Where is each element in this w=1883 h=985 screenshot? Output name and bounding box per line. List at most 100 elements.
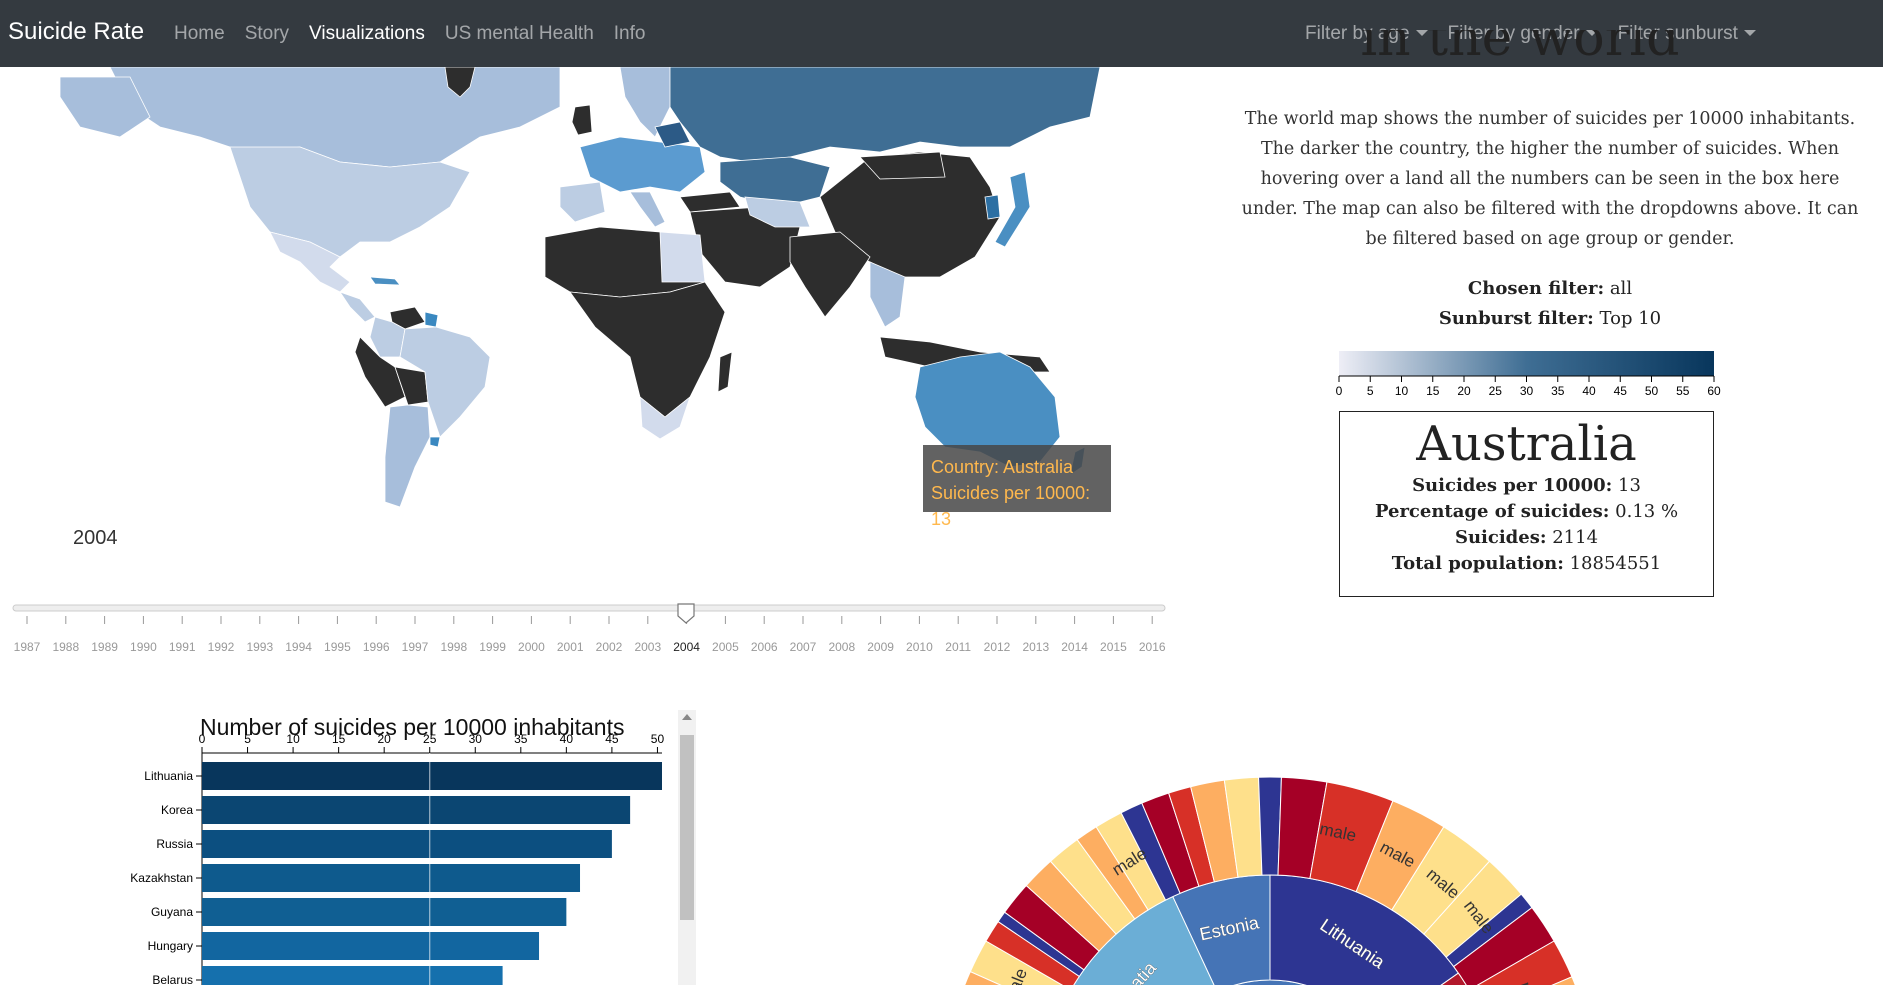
slider-tick-label[interactable]: 2010 — [906, 640, 933, 654]
slider-tick-label[interactable]: 2009 — [867, 640, 894, 654]
map-country-turkey[interactable] — [679, 191, 741, 213]
slider-tick-label[interactable]: 2007 — [790, 640, 817, 654]
slider-tick-label[interactable]: 2002 — [596, 640, 623, 654]
bar[interactable] — [202, 966, 503, 985]
map-country-uruguay[interactable] — [429, 436, 441, 448]
sunburst-outer-segment[interactable] — [1452, 906, 1555, 985]
filter-age-dropdown[interactable]: Filter by age — [1305, 23, 1428, 45]
slider-tick-label[interactable]: 1994 — [285, 640, 312, 654]
bar[interactable] — [202, 864, 581, 892]
slider-tick-label[interactable]: 1996 — [363, 640, 390, 654]
map-country-greenland[interactable] — [444, 67, 476, 98]
map-country-usa[interactable] — [229, 146, 471, 258]
bar-category-label: Hungary — [148, 939, 193, 953]
bar[interactable] — [202, 830, 612, 858]
sunburst-outer-segment[interactable] — [1482, 976, 1591, 985]
slider-tick-label[interactable]: 1988 — [52, 640, 79, 654]
map-country-western-europe[interactable] — [579, 136, 706, 193]
nav-home[interactable]: Home — [174, 23, 225, 44]
bar-category-label: Guyana — [151, 905, 193, 919]
map-country-south-africa[interactable] — [639, 395, 691, 440]
slider-tick-label[interactable]: 2000 — [518, 640, 545, 654]
slider-tick-label[interactable]: 2014 — [1061, 640, 1088, 654]
slider-tick-label[interactable]: 1998 — [440, 640, 467, 654]
bar-category-label: Korea — [161, 803, 193, 817]
legend-tick-label: 5 — [1367, 384, 1374, 398]
nav-info[interactable]: Info — [613, 23, 646, 44]
slider-tick-label[interactable]: 2004 — [673, 640, 700, 654]
sunburst-outer-segment[interactable] — [1258, 776, 1282, 876]
scroll-up-arrow-icon[interactable] — [682, 714, 692, 720]
nav-story[interactable]: Story — [244, 23, 290, 44]
bar-chart-scrollbar[interactable] — [678, 710, 696, 985]
slider-tick-label[interactable]: 2015 — [1100, 640, 1127, 654]
slider-tick-label[interactable]: 2001 — [557, 640, 584, 654]
bar[interactable] — [202, 932, 540, 960]
legend-tick-label: 60 — [1707, 384, 1721, 398]
map-country-alaska[interactable] — [59, 76, 151, 138]
bar-chart-svg: 0 5 10 15 20 25 30 35 40 45 50 Lithuania Korea Russia… — [130, 732, 664, 985]
slider-tick-label[interactable]: 2008 — [828, 640, 855, 654]
bar[interactable] — [202, 796, 631, 824]
filter-gender-dropdown[interactable]: Filter by gender — [1448, 23, 1598, 45]
map-country-argentina[interactable] — [384, 404, 431, 508]
slider-tick-label[interactable]: 2003 — [634, 640, 661, 654]
slider-tick-label[interactable]: 1993 — [246, 640, 273, 654]
year-slider[interactable]: 1987 1988 1989 1990 1991 1992 1993 1994 1995 1996… — [0, 596, 1180, 666]
map-country-scandinavia[interactable] — [619, 67, 681, 138]
slider-track[interactable] — [12, 604, 1166, 612]
slider-tick-label[interactable]: 2011 — [945, 640, 971, 654]
map-country-central-america[interactable] — [339, 291, 376, 323]
bar[interactable] — [202, 762, 662, 790]
slider-tick-label[interactable]: 2006 — [751, 640, 778, 654]
map-country-mexico[interactable] — [269, 231, 351, 293]
sunburst-outer-segment[interactable] — [969, 940, 1070, 985]
map-country-korea[interactable] — [984, 194, 1001, 220]
map-country-russia[interactable] — [669, 67, 1101, 163]
slider-tick-label[interactable]: 1997 — [402, 640, 429, 654]
slider-tick-label[interactable]: 2013 — [1022, 640, 1049, 654]
filter-sunburst-dropdown[interactable]: Filter sunburst — [1618, 23, 1756, 45]
nav-visualizations[interactable]: Visualizations — [309, 23, 425, 44]
map-country-iberia[interactable] — [559, 181, 606, 223]
slider-tick-label[interactable]: 1990 — [130, 640, 157, 654]
map-country-madagascar[interactable] — [717, 351, 733, 393]
slider-tick-label[interactable]: 2005 — [712, 640, 739, 654]
map-country-baltics[interactable] — [654, 121, 691, 148]
caret-down-icon — [1415, 30, 1428, 36]
map-country-japan[interactable] — [994, 171, 1031, 248]
map-country-egypt[interactable] — [659, 231, 706, 283]
slider-tick-label[interactable]: 1987 — [14, 640, 41, 654]
sunburst-outer-segment[interactable] — [1469, 940, 1573, 985]
map-country-uk[interactable] — [571, 104, 593, 136]
slider-tick-label[interactable]: 2012 — [984, 640, 1011, 654]
map-country-cuba[interactable] — [369, 276, 401, 286]
bar-x-tick-label: 35 — [514, 732, 528, 746]
map-country-italy[interactable] — [629, 191, 666, 228]
bar-category-label: Belarus — [152, 973, 193, 985]
slider-handle[interactable] — [677, 603, 695, 624]
slider-tick-label[interactable]: 2016 — [1139, 640, 1166, 654]
sunburst-outer-segment[interactable] — [955, 970, 1060, 985]
map-country-southeast-asia[interactable] — [869, 261, 906, 328]
map-country-guyana[interactable] — [424, 311, 439, 328]
nav-us-mental-health[interactable]: US mental Health — [444, 23, 594, 44]
map-country-canada[interactable] — [109, 67, 561, 168]
legend-tick-label: 30 — [1520, 384, 1534, 398]
map-country-mongolia[interactable] — [859, 151, 946, 180]
map-country-peru[interactable] — [354, 336, 406, 408]
chosen-filter-label: Chosen filter: — [1467, 278, 1605, 299]
map-country-india[interactable] — [789, 231, 871, 318]
scroll-thumb[interactable] — [680, 735, 694, 920]
bar[interactable] — [202, 898, 567, 926]
map-country-venezuela[interactable] — [389, 306, 426, 330]
map-country-central-asia[interactable] — [744, 196, 811, 228]
map-country-brazil[interactable] — [399, 326, 491, 438]
slider-tick-label[interactable]: 1999 — [479, 640, 506, 654]
slider-tick-label[interactable]: 1992 — [208, 640, 235, 654]
map-country-central-africa[interactable] — [569, 281, 726, 418]
slider-tick-label[interactable]: 1989 — [91, 640, 118, 654]
slider-tick-label[interactable]: 1995 — [324, 640, 351, 654]
slider-tick-label[interactable]: 1991 — [169, 640, 196, 654]
brand[interactable]: Suicide Rate — [8, 18, 145, 45]
